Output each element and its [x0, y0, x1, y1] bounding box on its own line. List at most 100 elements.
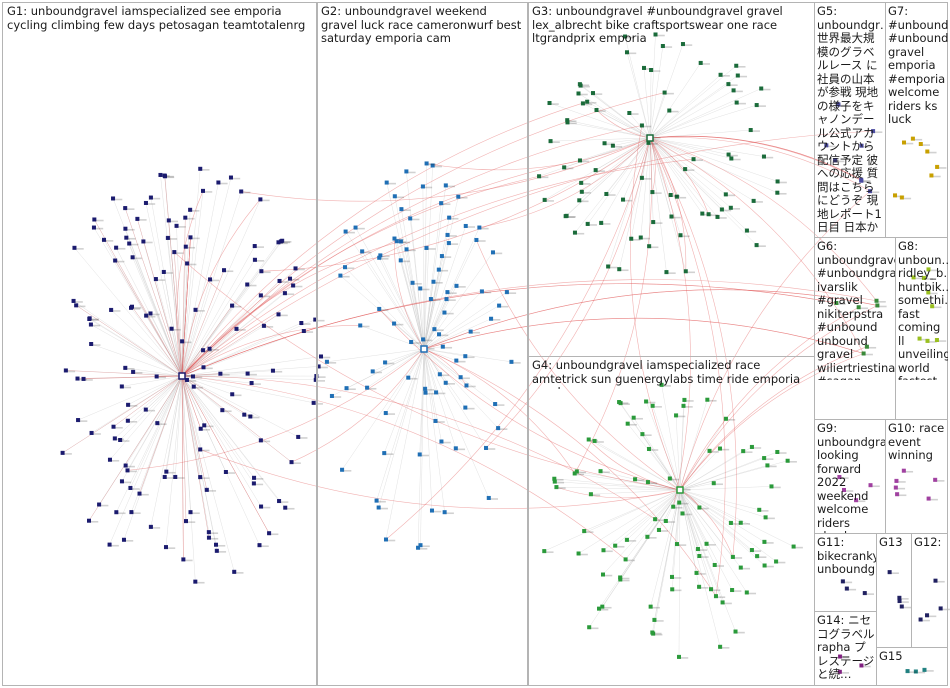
node	[406, 375, 411, 380]
node	[602, 141, 607, 146]
edge	[181, 375, 201, 450]
edge	[384, 348, 425, 454]
node-shadow	[62, 453, 72, 455]
node	[291, 283, 296, 288]
node	[442, 310, 447, 315]
node	[222, 268, 227, 273]
node-shadow	[928, 292, 938, 295]
edge	[394, 196, 425, 350]
group-label-g4: G4: unboundgravel iamspecialized race am…	[532, 359, 801, 389]
edge	[181, 246, 187, 377]
node-shadow	[90, 324, 101, 327]
edge	[181, 237, 191, 377]
node-shadow	[576, 471, 587, 474]
edge	[581, 137, 651, 192]
node-shadow	[420, 288, 430, 291]
node	[726, 82, 731, 87]
node-shadow	[231, 305, 242, 308]
node-shadow	[386, 182, 396, 185]
node	[509, 359, 514, 364]
edge	[344, 267, 425, 350]
node	[639, 175, 644, 180]
node	[454, 358, 459, 363]
edge	[604, 137, 651, 144]
node-shadow	[126, 237, 136, 240]
node	[329, 393, 334, 398]
edge	[124, 208, 183, 377]
edge	[679, 489, 723, 603]
node	[283, 505, 288, 510]
node-shadow	[777, 192, 787, 195]
node-shadow	[89, 319, 99, 321]
node	[917, 336, 922, 341]
group-label-g6: G6: unboundgravel #unboundgra… ivarslik …	[817, 240, 895, 380]
node	[862, 591, 867, 596]
node	[841, 487, 846, 492]
edge	[145, 375, 183, 410]
node-shadow	[130, 488, 140, 490]
node-shadow	[619, 269, 629, 272]
node	[572, 230, 577, 235]
node	[484, 445, 489, 450]
node-shadow	[903, 470, 914, 473]
node-shadow	[156, 376, 166, 379]
edge	[648, 137, 651, 247]
edge	[607, 137, 651, 267]
node	[343, 265, 348, 270]
node-shadow	[590, 494, 601, 497]
edge	[590, 489, 681, 495]
edge	[612, 137, 651, 146]
node-shadow	[737, 75, 748, 78]
node-shadow	[764, 542, 774, 544]
node-shadow	[253, 478, 264, 480]
edge	[679, 482, 714, 491]
node-shadow	[647, 537, 657, 539]
node-shadow	[93, 227, 104, 230]
node-shadow	[385, 413, 396, 415]
edge	[181, 375, 187, 522]
edge	[83, 375, 183, 380]
node-shadow	[278, 501, 289, 503]
edge	[181, 240, 283, 377]
node-shadow	[839, 477, 849, 479]
node-shadow	[251, 383, 261, 385]
edge	[556, 486, 681, 491]
edge	[423, 348, 466, 357]
node	[887, 570, 892, 575]
node-shadow	[679, 502, 689, 505]
node	[671, 504, 676, 509]
node-shadow	[244, 414, 254, 417]
node-shadow	[685, 271, 696, 274]
node	[712, 562, 717, 567]
node-shadow	[279, 281, 289, 283]
node	[258, 438, 263, 443]
edge	[423, 348, 467, 386]
node	[585, 99, 590, 104]
node-shadow	[580, 183, 591, 185]
node	[706, 212, 711, 217]
edge	[385, 348, 425, 363]
node	[748, 128, 753, 133]
node	[676, 486, 684, 494]
node-shadow	[836, 303, 846, 305]
node	[757, 507, 762, 512]
node	[447, 215, 452, 220]
edge	[181, 375, 184, 560]
node	[901, 468, 906, 473]
edge	[679, 451, 778, 491]
node	[124, 235, 129, 240]
node	[232, 569, 237, 574]
node	[552, 479, 557, 484]
node-shadow	[448, 217, 459, 220]
edge	[181, 177, 232, 377]
edge	[181, 280, 280, 377]
group-box-g6: G6: unboundgravel #unboundgra… ivarslik …	[814, 237, 896, 420]
node-shadow	[247, 373, 257, 376]
node	[410, 280, 415, 285]
node-shadow	[671, 577, 682, 579]
node	[599, 220, 604, 225]
edge	[423, 348, 442, 442]
node	[245, 371, 250, 376]
node-shadow	[714, 565, 724, 567]
edge	[181, 373, 221, 377]
